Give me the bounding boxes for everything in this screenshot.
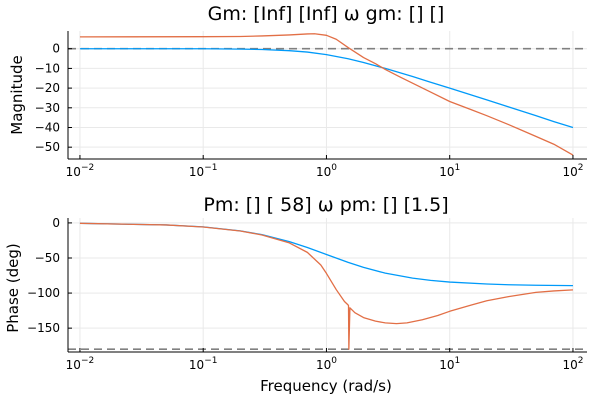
phase-x-tick-base: 10 bbox=[562, 358, 577, 372]
magnitude-y-tick-label: −30 bbox=[35, 101, 60, 115]
magnitude-y-tick-label: −50 bbox=[35, 140, 60, 154]
magnitude-axes-frame bbox=[67, 31, 587, 160]
phase-x-tick-base: 10 bbox=[316, 358, 331, 372]
magnitude-plot-title: Gm: [Inf] [Inf] ω gm: [] [] bbox=[208, 3, 445, 25]
phase-x-tick-label: 10−1 bbox=[189, 356, 218, 372]
magnitude-x-tick-exponent: 1 bbox=[454, 163, 460, 173]
magnitude-series-1-line bbox=[79, 48, 574, 129]
phase-y-tick-label: −100 bbox=[27, 286, 60, 300]
magnitude-x-tick-label: 100 bbox=[316, 163, 337, 179]
magnitude-x-tick-exponent: −1 bbox=[204, 163, 217, 173]
phase-grid bbox=[68, 218, 587, 352]
phase-x-tick-base: 10 bbox=[66, 358, 81, 372]
magnitude-x-tick-base: 10 bbox=[439, 165, 454, 179]
phase-series-group bbox=[79, 222, 573, 350]
magnitude-y-axis-label: Magnitude bbox=[8, 55, 26, 134]
magnitude-y-tick-label: −10 bbox=[35, 61, 60, 75]
magnitude-x-tick-base: 10 bbox=[189, 165, 204, 179]
phase-x-tick-base: 10 bbox=[439, 358, 454, 372]
magnitude-series-2-line bbox=[79, 33, 574, 156]
magnitude-x-tick-exponent: −2 bbox=[81, 163, 94, 173]
phase-y-tick-label: 0 bbox=[52, 216, 60, 230]
magnitude-x-tick-base: 10 bbox=[66, 165, 81, 179]
phase-x-tick-base: 10 bbox=[189, 358, 204, 372]
magnitude-y-tick-label: 0 bbox=[52, 42, 60, 56]
magnitude-y-tick-label: −20 bbox=[35, 81, 60, 95]
magnitude-x-tick-base: 10 bbox=[316, 165, 331, 179]
magnitude-y-tick-label: −40 bbox=[35, 120, 60, 134]
phase-y-tick-label: −150 bbox=[27, 321, 60, 335]
magnitude-x-tick-exponent: 0 bbox=[331, 163, 337, 173]
phase-x-tick-exponent: 2 bbox=[578, 356, 584, 366]
phase-x-tick-label: 102 bbox=[562, 356, 583, 372]
phase-x-tick-exponent: −1 bbox=[204, 356, 217, 366]
phase-series-2-line bbox=[79, 222, 573, 350]
phase-x-tick-exponent: −2 bbox=[81, 356, 94, 366]
phase-plot-title: Pm: [] [ 58] ω pm: [] [1.5] bbox=[203, 194, 448, 216]
magnitude-x-tick-base: 10 bbox=[562, 165, 577, 179]
magnitude-x-tick-label: 10−2 bbox=[66, 163, 95, 179]
phase-axes-frame bbox=[67, 218, 587, 353]
phase-y-axis-label: Phase (deg) bbox=[4, 243, 22, 333]
phase-x-tick-label: 10−2 bbox=[66, 356, 95, 372]
phase-x-axis-label: Frequency (rad/s) bbox=[260, 377, 392, 395]
phase-x-tick-label: 101 bbox=[439, 356, 460, 372]
phase-x-tick-label: 100 bbox=[316, 356, 337, 372]
magnitude-x-tick-label: 101 bbox=[439, 163, 460, 179]
magnitude-grid bbox=[68, 31, 587, 159]
phase-x-tick-exponent: 1 bbox=[454, 356, 460, 366]
magnitude-x-tick-label: 10−1 bbox=[189, 163, 218, 179]
phase-y-tick-label: −50 bbox=[35, 251, 60, 265]
magnitude-x-tick-exponent: 2 bbox=[578, 163, 584, 173]
magnitude-series-group bbox=[79, 33, 574, 156]
phase-x-tick-exponent: 0 bbox=[331, 356, 337, 366]
magnitude-x-tick-label: 102 bbox=[562, 163, 583, 179]
